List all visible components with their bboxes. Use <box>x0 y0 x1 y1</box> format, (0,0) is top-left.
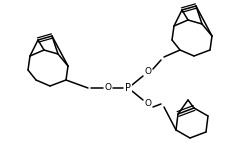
Text: O: O <box>145 67 151 77</box>
Text: P: P <box>125 83 131 93</box>
Text: O: O <box>104 84 111 93</box>
Text: O: O <box>145 100 151 109</box>
